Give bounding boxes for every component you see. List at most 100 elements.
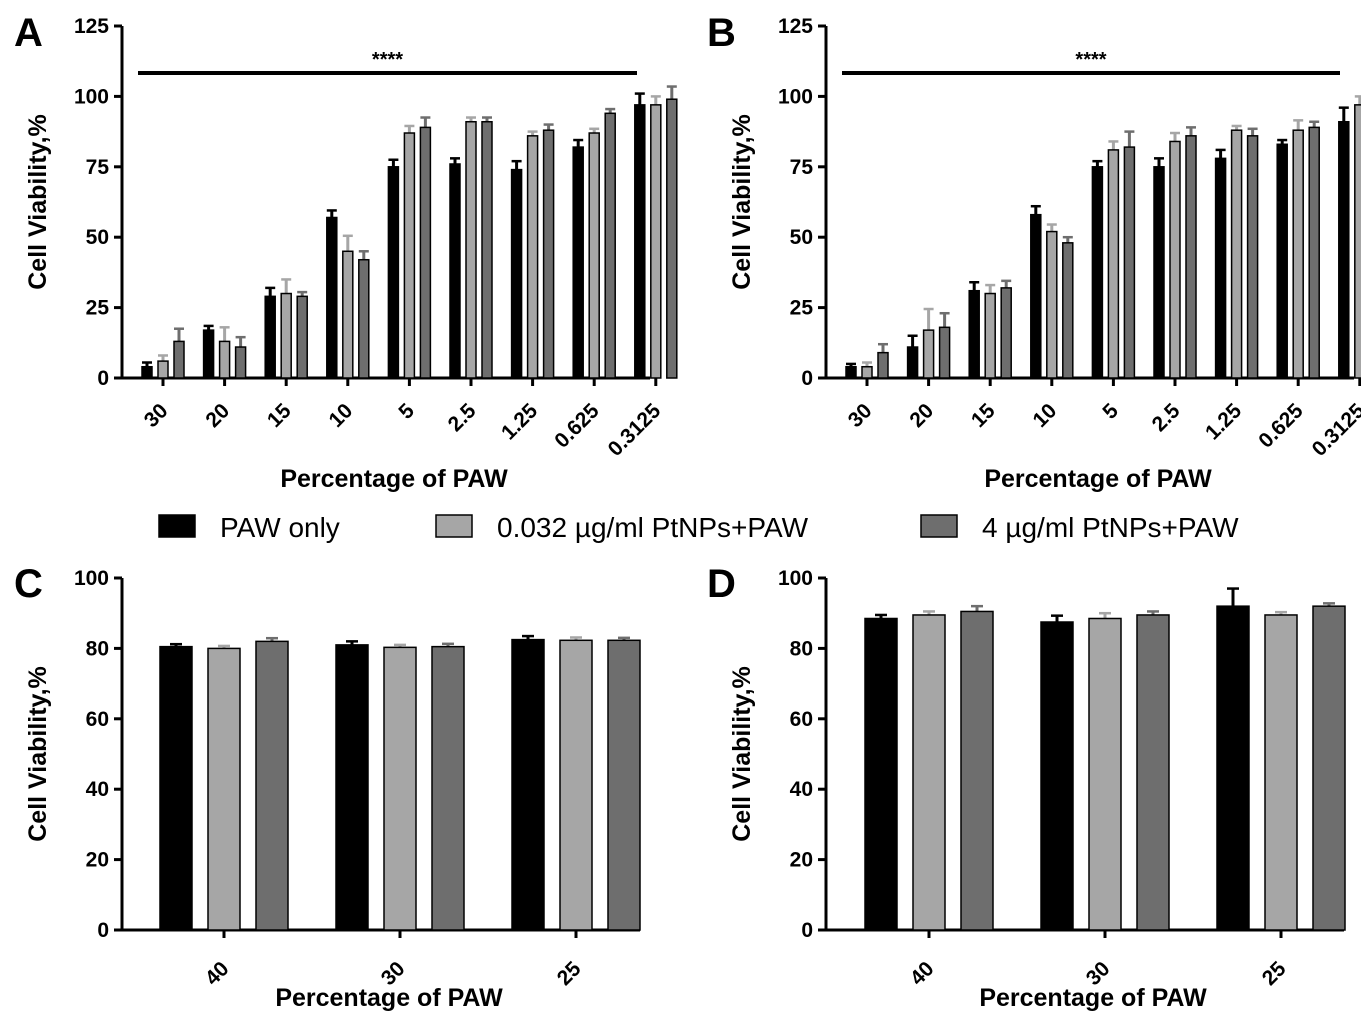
bar-b-2-1 — [984, 292, 996, 379]
y-tick-label: 100 — [778, 567, 813, 590]
significance-label: **** — [372, 49, 403, 71]
legend-label-low-dose: 0.032 µg/ml PtNPs+PAW — [497, 512, 809, 543]
bar-b-7-0 — [1276, 143, 1288, 379]
bar-b-8-0 — [1338, 120, 1350, 379]
y-tick-label: 40 — [790, 778, 813, 801]
bar-d-1-0 — [1040, 621, 1074, 931]
bar-b-5-2 — [1185, 135, 1197, 379]
bar-a-0-2 — [173, 340, 185, 379]
bar-d-0-0 — [864, 617, 898, 931]
bar-b-2-0 — [968, 289, 980, 379]
bar-a-2-2 — [296, 295, 308, 379]
bar-d-2-2 — [1312, 605, 1346, 931]
y-tick-label: 25 — [86, 297, 110, 320]
bar-a-1-2 — [234, 346, 247, 379]
bar-b-0-0 — [845, 365, 857, 379]
x-tick-label: 2.5 — [1148, 399, 1185, 436]
bar-a-1-0 — [202, 329, 215, 379]
bar-b-4-2 — [1123, 146, 1136, 379]
bar-b-2-2 — [1000, 287, 1012, 379]
y-tick-label: 100 — [74, 567, 109, 590]
x-tick-label: 25 — [553, 957, 586, 990]
y-tick-label: 50 — [790, 226, 813, 249]
x-tick-label: 30 — [844, 399, 877, 432]
bar-a-7-2 — [604, 112, 616, 379]
bar-a-3-0 — [326, 216, 338, 379]
y-tick-label: 125 — [74, 15, 109, 38]
y-tick-label: 75 — [790, 156, 814, 179]
bar-b-0-2 — [877, 351, 889, 379]
bar-c-2-1 — [559, 639, 593, 931]
y-tick-label: 20 — [86, 849, 109, 872]
y-tick-label: 20 — [790, 849, 813, 872]
bar-a-4-1 — [403, 132, 416, 379]
x-tick-label: 1.25 — [497, 399, 542, 444]
x-axis-title: Percentage of PAW — [979, 984, 1207, 1012]
y-tick-label: 0 — [801, 367, 813, 390]
bar-b-6-2 — [1246, 135, 1259, 379]
y-tick-label: 75 — [86, 156, 110, 179]
bar-b-4-1 — [1107, 149, 1120, 379]
bar-b-1-2 — [938, 326, 951, 379]
x-tick-label: 20 — [905, 399, 938, 432]
bar-c-2-2 — [607, 639, 641, 931]
bar-a-7-0 — [572, 146, 584, 379]
panel-letter: D — [707, 562, 736, 606]
y-tick-label: 60 — [86, 708, 109, 731]
panel-a: A 0 25 50 75 100 125 Cell Viability,% 30 20 15 10 5 2… — [14, 11, 678, 493]
bar-a-7-1 — [588, 132, 600, 379]
bar-b-6-0 — [1214, 157, 1227, 379]
y-tick-label: 0 — [97, 919, 109, 942]
bar-b-1-0 — [906, 346, 919, 379]
y-tick-label: 60 — [790, 708, 813, 731]
bar-a-4-2 — [419, 126, 432, 379]
bar-b-8-1 — [1354, 104, 1361, 379]
bar-c-0-1 — [207, 647, 241, 931]
bar-c-1-0 — [335, 644, 369, 931]
x-tick-label: 0.3125 — [1308, 399, 1361, 461]
y-axis-title: Cell Viability,% — [728, 114, 756, 290]
bar-a-0-1 — [157, 360, 169, 379]
panel-b: B 0 25 50 75 100 125 Cell Viability,% 30 20 15 10 5 2… — [707, 11, 1361, 493]
panel-letter: C — [14, 562, 43, 606]
bar-a-8-1 — [650, 104, 662, 379]
bar-c-1-2 — [431, 645, 465, 931]
bar-d-2-0 — [1216, 605, 1250, 931]
x-tick-label: 0.625 — [550, 399, 604, 453]
x-axis-title: Percentage of PAW — [280, 465, 508, 493]
y-tick-label: 100 — [778, 85, 813, 108]
bar-a-1-1 — [218, 340, 231, 379]
bar-d-1-2 — [1136, 614, 1170, 931]
bar-a-2-0 — [264, 295, 276, 379]
bar-d-2-1 — [1264, 614, 1298, 931]
bar-b-4-0 — [1091, 166, 1104, 379]
bar-a-6-2 — [542, 129, 555, 379]
y-tick-label: 50 — [86, 226, 109, 249]
bar-a-8-0 — [634, 104, 646, 379]
bar-a-3-2 — [358, 258, 370, 379]
panel-letter: B — [707, 11, 736, 55]
x-axis-title: Percentage of PAW — [984, 465, 1212, 493]
bar-b-7-1 — [1292, 129, 1304, 379]
x-tick-label: 0.3125 — [604, 399, 666, 461]
y-tick-label: 125 — [778, 15, 813, 38]
bar-a-6-0 — [510, 168, 523, 379]
x-tick-label: 40 — [201, 957, 234, 990]
y-tick-label: 40 — [86, 778, 109, 801]
x-tick-label: 15 — [967, 399, 1000, 432]
bar-a-2-1 — [280, 292, 292, 379]
x-axis-title: Percentage of PAW — [275, 984, 503, 1012]
bar-b-3-1 — [1046, 230, 1058, 379]
bar-a-8-2 — [666, 98, 678, 379]
bar-b-1-1 — [922, 329, 935, 379]
x-tick-label: 20 — [201, 399, 234, 432]
bar-c-0-0 — [159, 645, 193, 931]
significance-label: **** — [1075, 49, 1106, 71]
x-tick-label: 2.5 — [444, 399, 481, 436]
x-tick-label: 30 — [140, 399, 173, 432]
bar-b-7-2 — [1308, 126, 1320, 379]
bar-b-0-1 — [861, 365, 873, 379]
bar-c-0-2 — [255, 640, 289, 931]
